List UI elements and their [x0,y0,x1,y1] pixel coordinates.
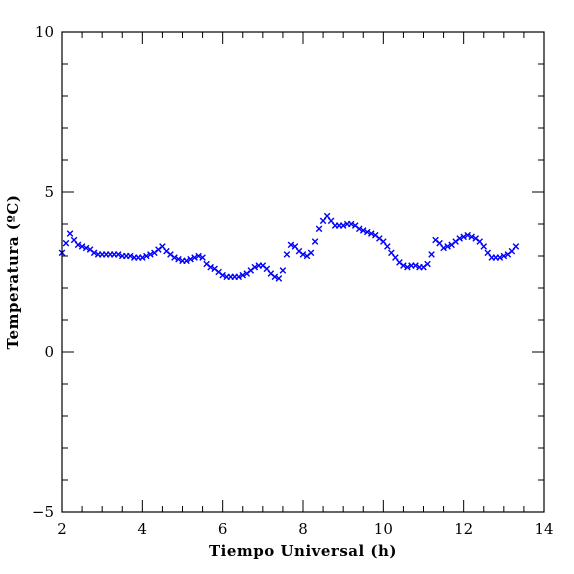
data-point [456,235,463,242]
data-point [219,271,226,279]
x-tick-label: 12 [454,520,473,538]
data-point [78,243,86,250]
data-point [191,254,198,261]
data-point [279,267,287,274]
data-point [183,257,190,265]
data-point [355,225,363,233]
data-point [62,239,70,247]
data-point [199,254,206,261]
data-point [139,254,146,261]
x-tick-label: 10 [374,520,393,538]
data-point [460,233,467,241]
x-tick-label: 8 [298,520,308,538]
data-point [359,227,367,234]
data-point [444,243,451,250]
y-axis-title: Temperatura (ºC) [4,195,22,350]
data-point [339,222,347,229]
data-point [440,244,447,252]
x-tick-label: 2 [57,520,67,538]
data-point [311,238,319,245]
data-point [126,252,134,260]
x-tick-labels: 2 4 6 8 10 12 14 [57,520,553,538]
data-point [251,263,259,271]
data-point [283,251,291,258]
data-point [207,263,214,271]
data-point [512,243,520,250]
data-point [400,262,407,269]
data-point [147,251,154,258]
data-point [363,228,371,236]
data-point [367,230,375,237]
data-point [287,241,295,249]
data-point [114,251,122,258]
data-point [271,273,279,281]
data-point [82,244,90,252]
data-point [307,249,315,257]
y-tick-labels: −5 0 5 10 [32,23,54,521]
data-point [315,225,323,233]
data-point [464,231,471,239]
data-point [275,275,283,282]
data-point [500,252,508,260]
data-point [175,255,182,263]
data-point [171,254,178,261]
data-point [404,263,411,271]
data-point [195,252,202,260]
data-point [90,249,98,257]
data-point [299,251,307,258]
y-tick-label: −5 [32,503,54,521]
data-point [187,255,194,263]
data-point [235,273,243,281]
y-tick-label: 0 [44,343,54,361]
x-tick-label: 4 [138,520,148,538]
axis-ticks [61,31,545,513]
x-axis-title: Tiempo Universal (h) [209,542,397,560]
scatter-points [58,212,520,282]
data-point [74,241,82,249]
data-point [384,243,391,250]
data-point [428,251,435,258]
plot-frame [61,31,545,513]
y-tick-label: 5 [44,183,54,201]
data-point [66,230,74,237]
data-point [480,243,488,250]
data-point [347,220,355,228]
x-tick-label: 6 [218,520,228,538]
data-point [496,254,504,261]
data-point [143,252,150,260]
data-point [412,262,419,269]
data-point [468,233,475,241]
y-tick-label: 10 [35,23,54,41]
x-tick-label: 14 [534,520,553,538]
data-point [239,271,247,279]
data-point [424,260,431,268]
